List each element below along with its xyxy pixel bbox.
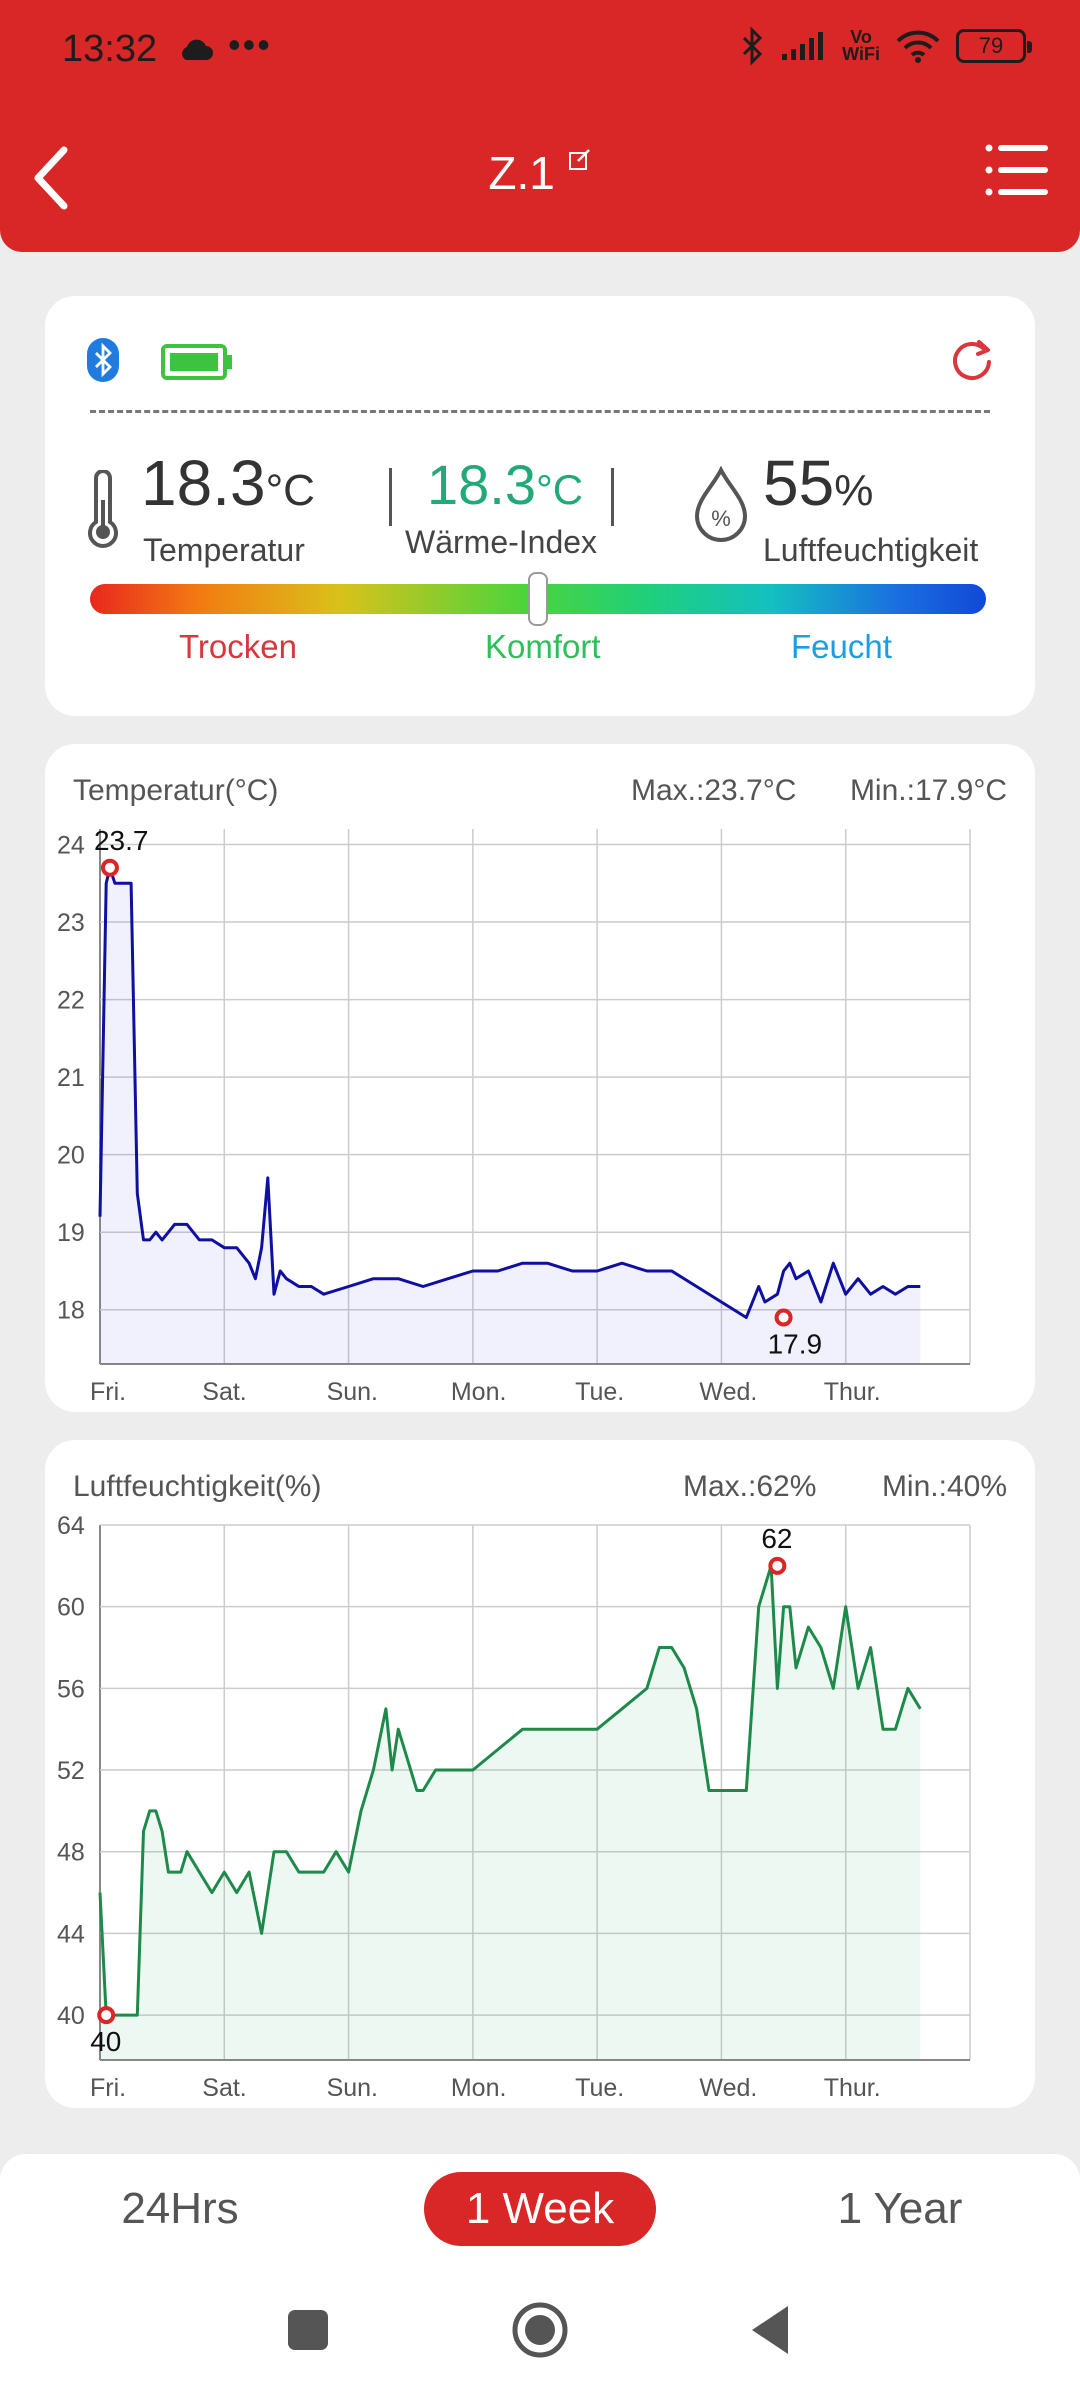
scale-label-comfort: Komfort bbox=[485, 628, 601, 665]
humidity-chart-card: Luftfeuchtigkeit(%) Max.:62% Min.:40% Fr… bbox=[45, 1440, 1035, 2108]
x-tick-label: Thur. bbox=[824, 2074, 881, 2102]
bluetooth-status-icon bbox=[743, 26, 763, 66]
scale-label-humid: Feucht bbox=[791, 628, 892, 665]
battery-icon bbox=[161, 344, 232, 380]
cloud-icon bbox=[182, 39, 213, 60]
y-tick-label: 24 bbox=[57, 832, 85, 860]
wifi-icon bbox=[896, 30, 940, 63]
back-button[interactable] bbox=[26, 140, 86, 216]
y-tick-label: 48 bbox=[57, 1839, 85, 1867]
x-tick-label: Wed. bbox=[699, 1378, 757, 1406]
extreme-marker bbox=[97, 2006, 116, 2025]
tab-24hrs[interactable]: 24Hrs bbox=[121, 2184, 239, 2233]
extreme-label: 23.7 bbox=[94, 825, 149, 856]
extreme-marker bbox=[774, 1308, 793, 1327]
x-tick-label: Sat. bbox=[202, 2074, 246, 2102]
separator bbox=[389, 468, 392, 526]
tab-1-year[interactable]: 1 Year bbox=[837, 2184, 963, 2233]
temperature-reading: 18.3°C bbox=[141, 447, 315, 519]
chart-min: Min.:40% bbox=[881, 1470, 1007, 1503]
scale-label-dry: Trocken bbox=[179, 628, 297, 665]
y-tick-label: 56 bbox=[57, 1675, 85, 1703]
page-title[interactable]: Z.1 bbox=[0, 146, 1080, 200]
separator bbox=[611, 468, 614, 526]
chart-grid bbox=[99, 829, 971, 1365]
temperature-label: Temperatur bbox=[143, 532, 305, 568]
heat-index-reading: 18.3°C bbox=[427, 453, 584, 516]
heat-index-label: Wärme-Index bbox=[405, 524, 598, 560]
humidity-label: Luftfeuchtigkeit bbox=[763, 532, 979, 568]
chart-max: Max.:62% bbox=[683, 1470, 817, 1503]
extreme-label: 40 bbox=[90, 2026, 121, 2057]
x-tick-label: Fri. bbox=[90, 2074, 126, 2102]
chart-title: Luftfeuchtigkeit(%) bbox=[73, 1470, 322, 1503]
y-tick-label: 19 bbox=[57, 1219, 85, 1247]
y-tick-label: 23 bbox=[57, 909, 85, 937]
device-info-card: 18.3°C Temperatur 18.3°C Wärme-Index % 5… bbox=[45, 296, 1035, 716]
temperature-chart: Fri. Sat. Sun. Mon. Tue. Wed. Thur. 18 19 20 21 22 2… bbox=[57, 825, 971, 1406]
edit-icon[interactable] bbox=[568, 147, 592, 171]
home-button[interactable] bbox=[510, 2300, 570, 2360]
humidity-drop-icon: % bbox=[694, 466, 748, 542]
chart-title: Temperatur(°C) bbox=[73, 774, 279, 807]
signal-icon bbox=[782, 32, 824, 60]
y-tick-label: 21 bbox=[57, 1064, 85, 1092]
menu-icon[interactable] bbox=[984, 140, 1050, 200]
y-tick-label: 40 bbox=[57, 2002, 85, 2030]
status-icons: Vo WiFi 79 bbox=[740, 26, 1032, 66]
y-tick-label: 22 bbox=[57, 987, 85, 1015]
status-time: 13:32 bbox=[62, 28, 158, 70]
temperature-chart-card: Temperatur(°C) Max.:23.7°C Min.:17.9°C F… bbox=[45, 744, 1035, 1412]
series-line bbox=[98, 1564, 922, 2017]
chart-max: Max.:23.7°C bbox=[631, 774, 797, 807]
chart-min: Min.:17.9°C bbox=[849, 774, 1007, 807]
x-tick-label: Tue. bbox=[575, 1378, 624, 1406]
x-tick-label: Mon. bbox=[451, 2074, 507, 2102]
extreme-label: 17.9 bbox=[768, 1328, 823, 1359]
system-back-button[interactable] bbox=[748, 2304, 792, 2356]
x-tick-label: Fri. bbox=[90, 1378, 126, 1406]
y-tick-label: 20 bbox=[57, 1142, 85, 1170]
series-area bbox=[100, 1565, 921, 2060]
thermometer-icon bbox=[88, 470, 118, 548]
series-line bbox=[98, 866, 921, 1319]
x-tick-label: Sun. bbox=[327, 2074, 378, 2102]
tab-1-week[interactable]: 1 Week bbox=[424, 2172, 656, 2246]
series-area bbox=[100, 867, 921, 1364]
extreme-marker bbox=[768, 1556, 787, 1575]
app-header: 13:32 ••• Vo WiFi 79 Z.1 bbox=[0, 0, 1080, 252]
vowifi-icon: Vo WiFi bbox=[842, 27, 880, 64]
extreme-label: 62 bbox=[761, 1523, 792, 1554]
y-tick-label: 44 bbox=[57, 1920, 85, 1948]
chart-grid bbox=[99, 1524, 971, 2061]
bluetooth-icon bbox=[87, 338, 119, 382]
humidity-chart: Fri. Sat. Sun. Mon. Tue. Wed. Thur. 40 44 48 52 56 6… bbox=[57, 1512, 971, 2102]
divider bbox=[90, 410, 990, 413]
extreme-marker bbox=[100, 858, 119, 877]
comfort-indicator bbox=[528, 572, 548, 626]
x-tick-label: Mon. bbox=[451, 1378, 507, 1406]
svg-text:%: % bbox=[711, 506, 731, 531]
x-tick-label: Thur. bbox=[824, 1378, 881, 1406]
more-notifications-icon: ••• bbox=[228, 24, 272, 65]
y-tick-label: 18 bbox=[57, 1297, 85, 1325]
y-tick-label: 52 bbox=[57, 1757, 85, 1785]
recent-apps-button[interactable] bbox=[286, 2308, 330, 2352]
refresh-icon[interactable] bbox=[949, 336, 995, 382]
x-tick-label: Tue. bbox=[575, 2074, 624, 2102]
x-tick-label: Sat. bbox=[202, 1378, 246, 1406]
y-tick-label: 60 bbox=[57, 1594, 85, 1622]
battery-status-icon: 79 bbox=[956, 29, 1032, 63]
x-tick-label: Wed. bbox=[699, 2074, 757, 2102]
x-tick-label: Sun. bbox=[327, 1378, 378, 1406]
humidity-reading: 55% bbox=[763, 447, 874, 519]
y-tick-label: 64 bbox=[57, 1512, 85, 1540]
